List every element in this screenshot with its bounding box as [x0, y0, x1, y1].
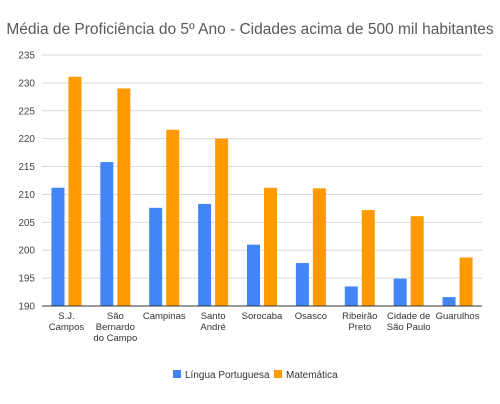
- bar-lingua-portuguesa: [247, 244, 260, 306]
- legend-label: Matemática: [286, 370, 338, 381]
- bar-lingua-portuguesa: [100, 162, 114, 306]
- y-tick-label: 225: [18, 106, 35, 117]
- bar-matematica: [166, 129, 180, 306]
- bar-lingua-portuguesa: [442, 297, 456, 306]
- bar-lingua-portuguesa: [51, 187, 65, 306]
- bar-matematica: [215, 138, 229, 306]
- x-tick-label: Osasco: [295, 311, 327, 322]
- x-tick-label: Ribeirão Preto: [342, 311, 377, 333]
- bar-lingua-portuguesa: [295, 263, 309, 306]
- bar-matematica: [264, 187, 277, 306]
- y-tick-label: 230: [18, 78, 35, 89]
- x-tick-label: Guarulhos: [436, 311, 480, 322]
- y-tick-label: 220: [18, 134, 35, 145]
- x-tick-label: Campinas: [143, 311, 186, 322]
- legend-label: Língua Portuguesa: [185, 370, 270, 381]
- legend-swatch: [274, 370, 282, 378]
- y-tick-label: 210: [18, 190, 35, 201]
- chart-title: Média de Proficiência do 5º Ano - Cidade…: [6, 21, 494, 38]
- y-tick-label: 195: [18, 274, 35, 285]
- legend: Língua Portuguesa Matemática: [173, 370, 338, 381]
- bar-matematica: [68, 76, 82, 307]
- bar-matematica: [312, 188, 326, 306]
- x-tick-label: S.J. Campos: [49, 311, 85, 333]
- x-tick-label: Cidade de São Paulo: [387, 311, 431, 333]
- y-tick-label: 215: [18, 162, 35, 173]
- legend-swatch: [173, 370, 181, 378]
- x-tick-label: São Bernardo do Campo: [93, 311, 137, 344]
- x-axis-labels: S.J. Campos São Bernardo do Campo Campinas San…: [49, 311, 480, 344]
- y-tick-label: 190: [18, 302, 35, 313]
- bars: [42, 76, 482, 307]
- bar-lingua-portuguesa: [198, 203, 212, 306]
- bar-lingua-portuguesa: [344, 286, 358, 306]
- bar-lingua-portuguesa: [393, 278, 407, 306]
- y-tick-label: 205: [18, 218, 35, 229]
- bar-matematica: [361, 210, 375, 306]
- x-tick-label: Sorocaba: [242, 311, 283, 322]
- x-tick-label: Santo André: [200, 311, 225, 333]
- y-axis-ticks: 190 195 200 205 210 215 220 225 230 235: [18, 51, 35, 313]
- bar-matematica: [117, 88, 131, 306]
- bar-lingua-portuguesa: [149, 207, 163, 306]
- gridlines: [42, 54, 482, 307]
- y-tick-label: 235: [18, 51, 35, 62]
- y-tick-label: 200: [18, 246, 35, 257]
- bar-matematica: [459, 257, 473, 306]
- bar-matematica: [410, 216, 424, 306]
